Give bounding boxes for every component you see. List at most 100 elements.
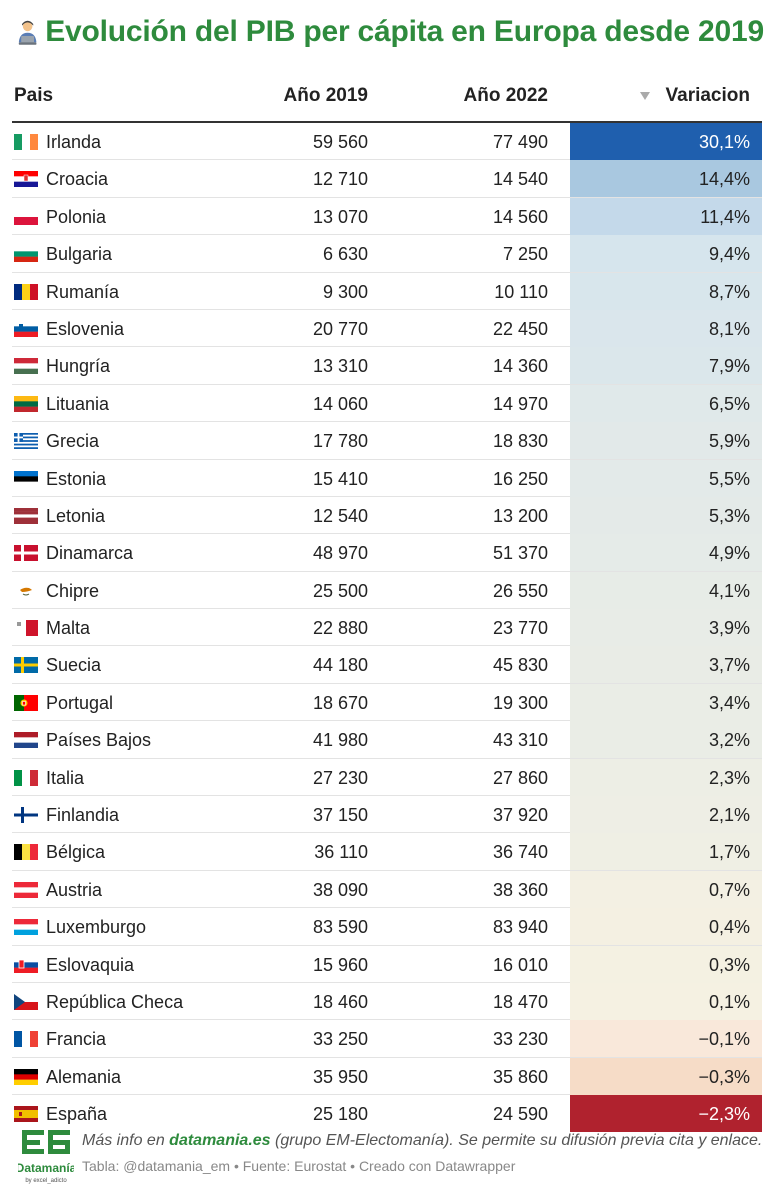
value-2022: 51 370 (492, 543, 548, 564)
table-row: Croacia 12 710 14 540 14,4% (12, 160, 762, 198)
change-value: 6,5% (708, 393, 750, 414)
change-cell: 0,1% (570, 982, 762, 1020)
value-2019: 41 980 (312, 730, 368, 751)
datamania-link[interactable]: datamania.es (169, 1132, 271, 1149)
change-value: 5,5% (708, 468, 750, 489)
value-2022: 18 470 (492, 991, 548, 1012)
change-value: 3,9% (708, 618, 750, 639)
value-2019: 17 780 (312, 431, 368, 452)
value-2022: 19 300 (492, 692, 548, 713)
value-2022: 83 940 (492, 917, 548, 938)
column-header-country[interactable]: Pais (14, 85, 54, 106)
column-header-change-label: Variacion (665, 85, 751, 106)
change-cell: 14,4% (570, 160, 762, 198)
change-cell: 6,5% (570, 384, 762, 422)
change-value: 0,7% (708, 879, 750, 900)
country-name: Dinamarca (46, 543, 134, 564)
table-row: Bulgaria 6 630 7 250 9,4% (12, 235, 762, 273)
country-name: Chipre (46, 580, 100, 601)
germany-flag-icon (14, 1068, 38, 1085)
country-name: Hungría (46, 356, 111, 377)
column-header-2019[interactable]: Año 2019 (283, 85, 368, 106)
table-row: Luxemburgo 83 590 83 940 0,4% (12, 908, 762, 946)
change-value: 3,4% (708, 692, 750, 713)
value-2019: 37 150 (312, 805, 368, 826)
country-name: Alemania (46, 1066, 122, 1087)
change-value: 8,1% (708, 318, 750, 339)
table-row: Hungría 13 310 14 360 7,9% (12, 347, 762, 385)
hungary-flag-icon (14, 358, 38, 375)
column-header-2022[interactable]: Año 2022 (463, 85, 548, 106)
change-value: 3,7% (708, 655, 750, 676)
table-row: Dinamarca 48 970 51 370 4,9% (12, 534, 762, 572)
table-row: Letonia 12 540 13 200 5,3% (12, 496, 762, 535)
change-value: 8,7% (708, 281, 750, 302)
slovenia-flag-icon (14, 320, 38, 337)
value-2019: 59 560 (312, 132, 368, 152)
country-name: Eslovenia (46, 318, 125, 339)
change-value: 4,9% (708, 543, 750, 564)
change-cell: 2,1% (570, 796, 762, 834)
value-2019: 35 950 (312, 1066, 368, 1087)
greece-flag-icon (14, 433, 38, 450)
country-name: Italia (46, 767, 85, 788)
finland-flag-icon (14, 807, 38, 824)
change-cell: 5,3% (570, 496, 762, 534)
footer-source: Tabla: @datamania_em • Fuente: Eurostat … (82, 1158, 516, 1174)
change-cell: 5,9% (570, 422, 762, 460)
value-2022: 26 550 (492, 580, 548, 601)
country-name: Rumanía (46, 281, 120, 302)
value-2022: 18 830 (492, 431, 548, 452)
column-header-change[interactable]: Variacion (639, 85, 751, 107)
change-cell: 8,1% (570, 309, 762, 347)
change-cell: 7,9% (570, 347, 762, 385)
change-cell: 0,4% (570, 908, 762, 946)
change-cell: 3,9% (570, 609, 762, 647)
austria-flag-icon (14, 881, 38, 898)
change-cell: 30,1% (570, 123, 762, 160)
value-2019: 13 070 (312, 206, 368, 227)
czechia-flag-icon (14, 993, 38, 1010)
value-2022: 22 450 (492, 318, 548, 339)
value-2022: 13 200 (492, 505, 548, 526)
value-2022: 16 250 (492, 468, 548, 489)
person-with-laptop-emoji-icon (18, 20, 37, 45)
croatia-flag-icon (14, 171, 38, 188)
change-value: 14,4% (698, 169, 750, 190)
france-flag-icon (14, 1031, 38, 1048)
table-row: Irlanda 59 560 77 490 30,1% (12, 123, 762, 161)
table-row: Francia 33 250 33 230 −0,1% (12, 1020, 762, 1058)
country-name: República Checa (46, 991, 184, 1012)
country-name: Portugal (46, 692, 114, 713)
change-value: 0,1% (708, 991, 750, 1012)
change-value: 7,9% (708, 356, 750, 377)
table-row: Finlandia 37 150 37 920 2,1% (12, 796, 762, 834)
value-2019: 22 880 (312, 618, 368, 639)
table-row: Malta 22 880 23 770 3,9% (12, 609, 762, 647)
value-2019: 18 460 (312, 991, 368, 1012)
table-row: España 25 180 24 590 −2,3% (12, 1095, 762, 1133)
netherlands-flag-icon (14, 732, 38, 749)
table-row: Austria 38 090 38 360 0,7% (12, 870, 762, 909)
value-2019: 14 060 (312, 393, 368, 414)
change-value: 0,3% (708, 954, 750, 975)
value-2019: 33 250 (312, 1029, 368, 1050)
value-2019: 36 110 (314, 842, 368, 863)
change-value: 11,4% (700, 206, 750, 227)
sort-descending-icon[interactable] (639, 92, 650, 100)
belgium-flag-icon (14, 844, 38, 861)
lithuania-flag-icon (14, 395, 38, 412)
table-row: Eslovaquia 15 960 16 010 0,3% (12, 945, 762, 983)
cyprus-flag-icon (14, 582, 38, 599)
country-name: Estonia (46, 468, 107, 489)
country-name: Finlandia (46, 805, 120, 826)
change-value: 2,3% (708, 767, 750, 788)
country-name: Bélgica (46, 842, 106, 863)
value-2019: 38 090 (312, 879, 368, 900)
value-2022: 27 860 (492, 767, 548, 788)
change-value: 4,1% (708, 580, 750, 601)
malta-flag-icon (14, 620, 38, 637)
country-name: España (46, 1104, 108, 1125)
change-value: 1,7% (708, 842, 750, 863)
change-cell: 3,4% (570, 683, 762, 721)
